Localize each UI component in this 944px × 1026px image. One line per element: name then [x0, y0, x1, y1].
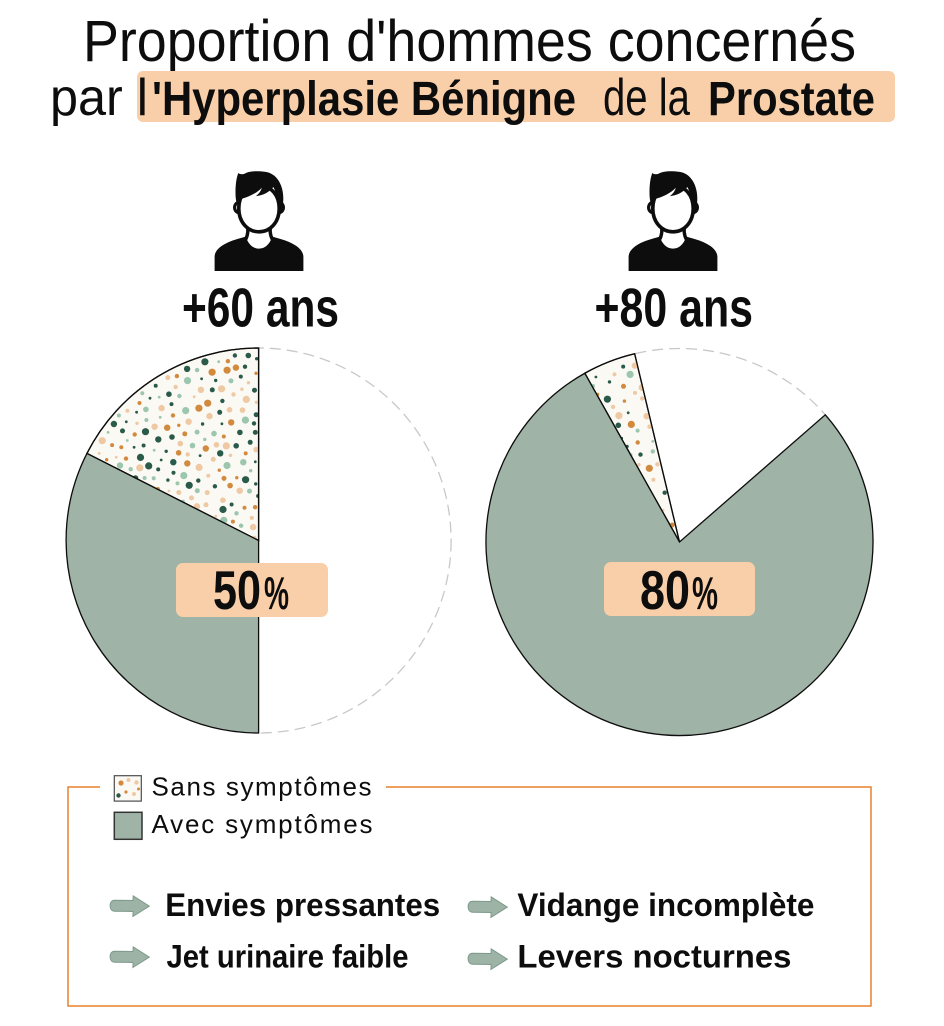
- svg-text:Levers nocturnes: Levers nocturnes: [517, 939, 791, 975]
- svg-text:Vidange incomplète: Vidange incomplète: [517, 887, 814, 923]
- svg-text:par l: par l: [50, 69, 148, 127]
- svg-text:%: %: [692, 567, 718, 619]
- svg-text:+80 ans: +80 ans: [595, 276, 754, 338]
- svg-text:Prostate: Prostate: [708, 73, 875, 126]
- svg-text:de la: de la: [603, 69, 690, 127]
- svg-text:%: %: [264, 567, 289, 619]
- svg-text:'Hyperplasie Bénigne: 'Hyperplasie Bénigne: [152, 73, 576, 126]
- svg-text:Proportion d'hommes concernés: Proportion d'hommes concernés: [83, 9, 856, 74]
- svg-text:Sans symptômes: Sans symptômes: [152, 771, 372, 801]
- svg-text:50: 50: [213, 559, 261, 621]
- svg-text:Avec symptômes: Avec symptômes: [152, 809, 373, 839]
- svg-text:+60 ans: +60 ans: [182, 276, 339, 338]
- svg-text:Jet urinaire faible: Jet urinaire faible: [167, 939, 409, 975]
- svg-text:Envies pressantes: Envies pressantes: [165, 887, 440, 923]
- svg-text:80: 80: [640, 559, 690, 621]
